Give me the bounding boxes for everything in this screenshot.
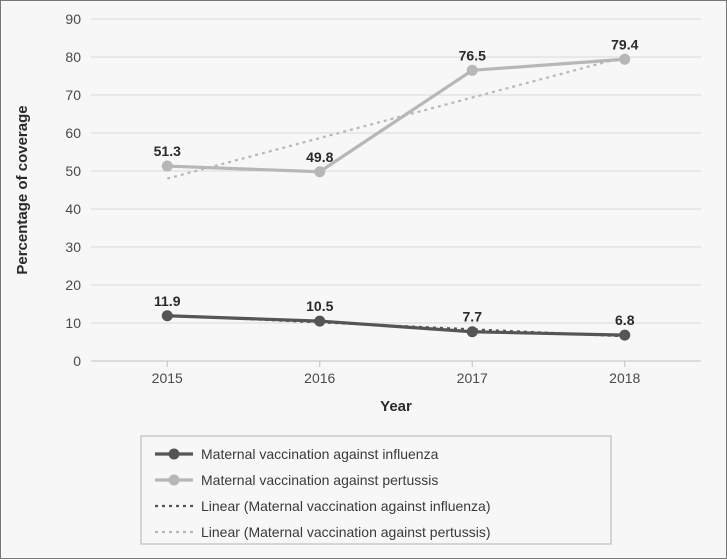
x-tick-label: 2018	[609, 370, 640, 386]
data-label-pertussis: 79.4	[611, 36, 638, 52]
data-label-influenza: 7.7	[463, 309, 483, 325]
series-marker-pertussis	[162, 161, 172, 171]
data-label-influenza: 6.8	[615, 312, 635, 328]
data-label-pertussis: 49.8	[306, 149, 333, 165]
data-label-influenza: 11.9	[154, 293, 181, 309]
legend-label: Maternal vaccination against influenza	[201, 446, 439, 462]
y-tick-label: 80	[65, 49, 81, 65]
y-tick-label: 10	[65, 315, 81, 331]
legend-label: Maternal vaccination against pertussis	[201, 472, 438, 488]
y-tick-label: 30	[65, 239, 81, 255]
y-tick-label: 70	[65, 87, 81, 103]
coverage-line-chart: 0 10 20 30 40 50 60 70 80 90 2015 2016 2017 2018 Year P…	[1, 1, 727, 560]
x-tick-label: 2015	[152, 370, 183, 386]
series-marker-pertussis	[467, 65, 477, 75]
trendline-linear-pertussis	[167, 57, 625, 179]
y-tick-label: 90	[65, 11, 81, 27]
x-tick-label: 2016	[304, 370, 335, 386]
x-tick-label: 2017	[457, 370, 488, 386]
legend-label: Linear (Maternal vaccination against per…	[201, 524, 490, 540]
series-marker-influenza	[467, 327, 477, 337]
series-marker-influenza	[620, 330, 630, 340]
series-marker-pertussis	[315, 167, 325, 177]
x-axis-title: Year	[380, 398, 412, 415]
legend-marker	[169, 475, 179, 485]
y-axis-title: Percentage of coverage	[14, 105, 31, 274]
y-tick-label: 50	[65, 163, 81, 179]
series-marker-pertussis	[620, 54, 630, 64]
data-label-pertussis: 76.5	[459, 47, 486, 63]
y-tick-label: 60	[65, 125, 81, 141]
series-line-pertussis	[167, 59, 625, 171]
y-tick-label: 0	[73, 353, 81, 369]
y-tick-label: 40	[65, 201, 81, 217]
legend-label: Linear (Maternal vaccination against inf…	[201, 498, 491, 514]
y-tick-label: 20	[65, 277, 81, 293]
series-line-influenza	[167, 316, 625, 335]
data-label-pertussis: 51.3	[154, 143, 181, 159]
legend-marker	[169, 449, 179, 459]
series-marker-influenza	[162, 311, 172, 321]
chart-container: 0 10 20 30 40 50 60 70 80 90 2015 2016 2017 2018 Year P…	[0, 0, 727, 559]
data-label-influenza: 10.5	[306, 298, 333, 314]
series-marker-influenza	[315, 316, 325, 326]
